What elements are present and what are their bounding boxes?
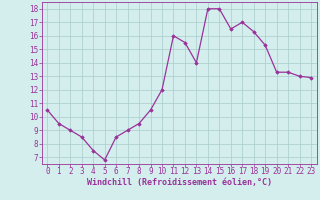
X-axis label: Windchill (Refroidissement éolien,°C): Windchill (Refroidissement éolien,°C) (87, 178, 272, 187)
